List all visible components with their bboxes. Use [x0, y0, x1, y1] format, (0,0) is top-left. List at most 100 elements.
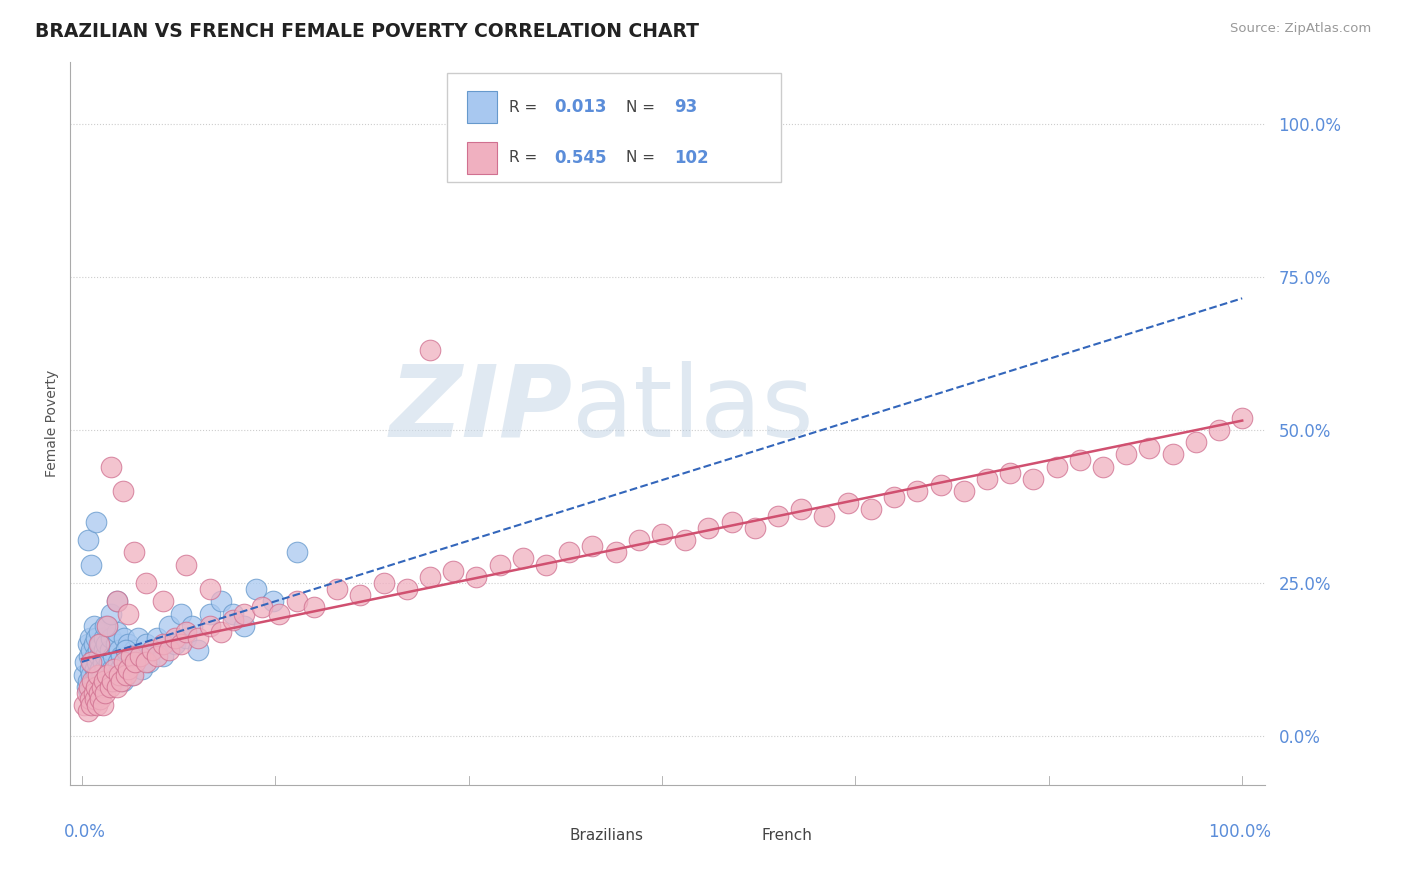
- Point: [1069, 453, 1091, 467]
- Point: [262, 594, 284, 608]
- Point: [96, 619, 118, 633]
- Point: [84, 680, 107, 694]
- Point: [76, 686, 98, 700]
- Point: [117, 662, 139, 676]
- Point: [138, 656, 160, 670]
- FancyBboxPatch shape: [447, 73, 782, 182]
- Point: [122, 643, 145, 657]
- Point: [1161, 447, 1184, 461]
- Point: [697, 521, 720, 535]
- Point: [198, 582, 221, 596]
- Point: [187, 643, 209, 657]
- Text: 93: 93: [673, 98, 697, 116]
- Point: [110, 649, 132, 664]
- Point: [82, 656, 104, 670]
- Point: [135, 575, 157, 590]
- Text: 100.0%: 100.0%: [1208, 823, 1271, 841]
- Point: [100, 667, 122, 681]
- Point: [80, 558, 103, 572]
- Text: N =: N =: [626, 151, 655, 165]
- Point: [115, 643, 138, 657]
- Point: [512, 551, 534, 566]
- Point: [98, 680, 121, 694]
- Point: [720, 515, 742, 529]
- Point: [115, 656, 138, 670]
- Point: [107, 656, 129, 670]
- Point: [91, 698, 114, 713]
- Point: [76, 637, 98, 651]
- Point: [86, 680, 108, 694]
- Point: [105, 680, 128, 694]
- Point: [105, 667, 128, 681]
- Point: [79, 662, 101, 676]
- Point: [245, 582, 267, 596]
- Point: [187, 631, 209, 645]
- Point: [79, 692, 101, 706]
- Point: [929, 478, 952, 492]
- Text: 0.0%: 0.0%: [65, 823, 107, 841]
- Point: [80, 698, 103, 713]
- Point: [222, 613, 245, 627]
- Point: [163, 631, 186, 645]
- Point: [441, 564, 464, 578]
- Point: [152, 649, 174, 664]
- Point: [83, 619, 105, 633]
- Point: [152, 594, 174, 608]
- Text: ZIP: ZIP: [389, 360, 572, 458]
- Point: [96, 619, 118, 633]
- Point: [76, 673, 98, 688]
- Point: [373, 575, 395, 590]
- Point: [105, 594, 128, 608]
- Point: [419, 343, 441, 358]
- Point: [89, 649, 111, 664]
- Point: [82, 680, 104, 694]
- Point: [77, 680, 100, 694]
- Point: [89, 624, 111, 639]
- Point: [1230, 410, 1253, 425]
- Point: [209, 624, 232, 639]
- Point: [80, 643, 103, 657]
- Point: [83, 649, 105, 664]
- Point: [112, 656, 135, 670]
- Point: [94, 662, 117, 676]
- Point: [302, 600, 325, 615]
- Point: [84, 667, 107, 681]
- Point: [110, 673, 132, 688]
- Text: 0.013: 0.013: [554, 98, 607, 116]
- Point: [122, 545, 145, 559]
- Point: [89, 637, 111, 651]
- Point: [766, 508, 789, 523]
- Point: [129, 649, 152, 664]
- Point: [105, 594, 128, 608]
- Point: [605, 545, 627, 559]
- Point: [83, 637, 105, 651]
- Point: [135, 656, 157, 670]
- Point: [91, 656, 114, 670]
- Point: [198, 607, 221, 621]
- Point: [96, 673, 118, 688]
- Point: [744, 521, 766, 535]
- Point: [108, 643, 131, 657]
- Point: [1184, 435, 1206, 450]
- Point: [103, 662, 125, 676]
- Point: [80, 656, 103, 670]
- Point: [349, 588, 371, 602]
- Point: [91, 680, 114, 694]
- Point: [176, 631, 198, 645]
- Point: [157, 619, 180, 633]
- Point: [103, 673, 125, 688]
- Point: [105, 624, 128, 639]
- Point: [76, 680, 98, 694]
- Point: [1045, 459, 1067, 474]
- Point: [87, 667, 110, 681]
- Point: [285, 594, 308, 608]
- Text: R =: R =: [509, 100, 537, 115]
- Point: [169, 607, 191, 621]
- Point: [112, 631, 135, 645]
- Point: [285, 545, 308, 559]
- Point: [121, 667, 143, 681]
- Point: [103, 649, 125, 664]
- Point: [90, 680, 112, 694]
- Point: [79, 631, 101, 645]
- Point: [222, 607, 245, 621]
